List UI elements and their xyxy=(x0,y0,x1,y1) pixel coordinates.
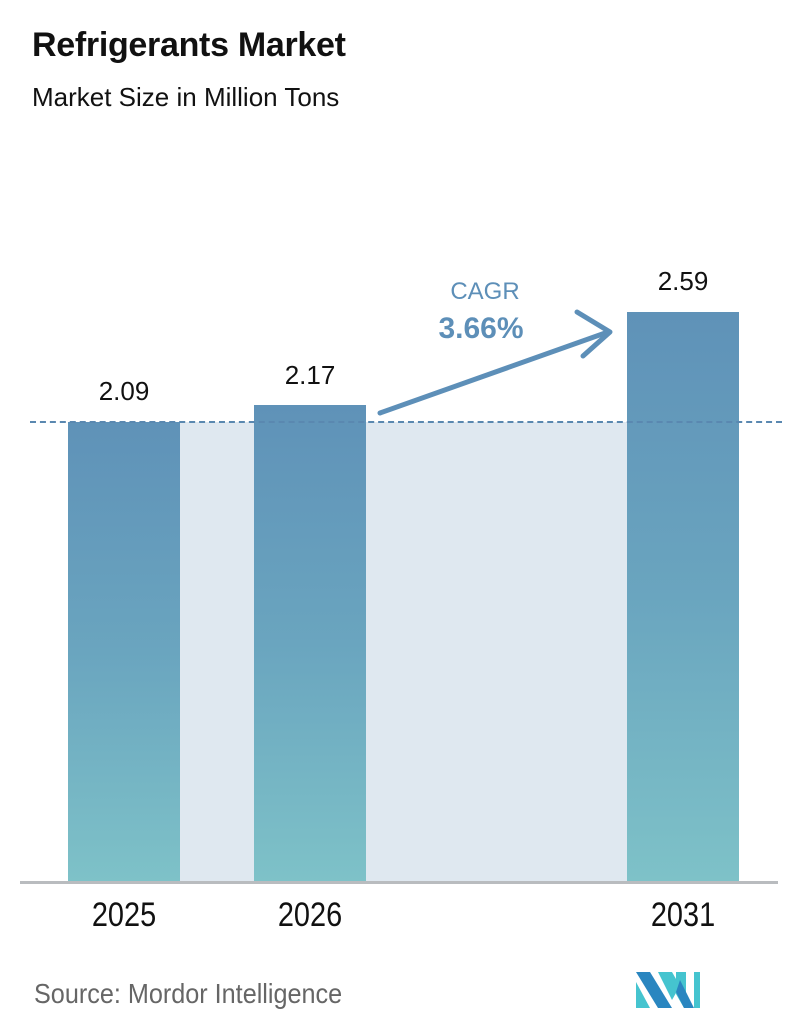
value-label-2031: 2.59 xyxy=(657,266,709,296)
bar-2031 xyxy=(627,312,739,883)
bar-2025 xyxy=(68,422,180,883)
bar-2026 xyxy=(254,405,366,883)
mordor-intelligence-logo-icon xyxy=(636,972,700,1008)
x-label-2025: 2025 xyxy=(91,896,157,934)
chart-subtitle: Market Size in Million Tons xyxy=(32,82,340,112)
cagr-label: CAGR xyxy=(450,278,520,305)
chart-title: Refrigerants Market xyxy=(32,26,346,64)
value-label-2025: 2.09 xyxy=(98,376,150,406)
cagr-value: 3.66% xyxy=(438,312,524,345)
source-text: Source: Mordor Intelligence xyxy=(34,978,343,1009)
x-label-2031: 2031 xyxy=(650,896,716,934)
cagr-arrow-icon xyxy=(377,309,613,416)
x-axis-line xyxy=(20,881,778,884)
x-label-2026: 2026 xyxy=(277,896,343,934)
reference-dashed-line xyxy=(30,421,782,423)
value-label-2026: 2.17 xyxy=(284,360,336,390)
